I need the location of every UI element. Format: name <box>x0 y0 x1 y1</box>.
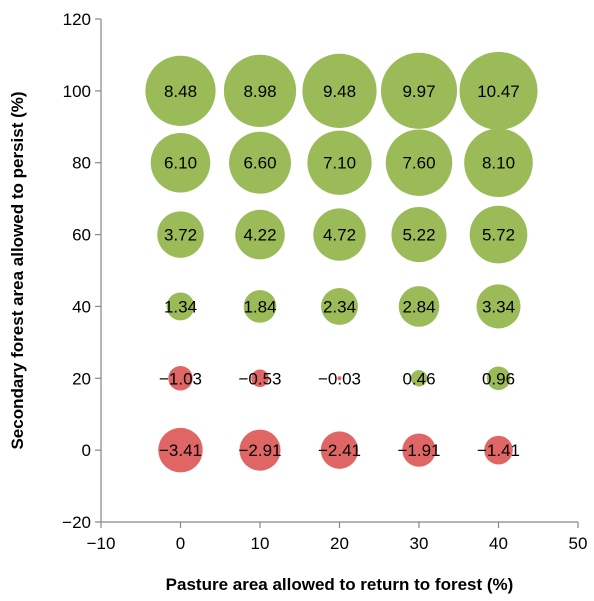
bubble-negative <box>158 427 203 473</box>
bubble-negative <box>168 366 193 391</box>
bubble-positive <box>398 286 440 327</box>
data-label: 10.47 <box>477 82 520 101</box>
x-tick-label: 40 <box>489 534 508 553</box>
bubble-negative <box>337 376 342 381</box>
data-label: 0.96 <box>482 369 515 388</box>
bubble-layer <box>145 51 538 473</box>
data-label: 2.84 <box>402 297 435 316</box>
data-label: 1.34 <box>164 297 197 316</box>
bubble-positive <box>469 205 528 264</box>
data-label: 9.48 <box>323 82 356 101</box>
y-tick-label: 40 <box>72 297 91 316</box>
bubble-positive <box>302 53 377 128</box>
bubble-positive <box>235 209 285 260</box>
bubble-positive <box>229 131 291 194</box>
y-tick-label: 100 <box>63 82 91 101</box>
data-label: 7.60 <box>402 154 435 173</box>
bubble-positive <box>145 55 216 126</box>
bubble-negative <box>251 369 269 388</box>
y-tick-label: 0 <box>82 441 91 460</box>
bubble-positive <box>223 54 297 127</box>
data-label: 5.22 <box>402 226 435 245</box>
data-label: 8.10 <box>482 154 515 173</box>
tick-layer: −20 0 20 40 60 80 100 120 −10 0 10 20 30 40 50 <box>62 10 587 553</box>
y-tick-label: 120 <box>63 10 91 29</box>
x-tick-label: 20 <box>330 534 349 553</box>
data-label: 6.60 <box>243 154 276 173</box>
bubble-negative <box>320 431 359 469</box>
data-label: 9.97 <box>402 82 435 101</box>
x-tick-label: 10 <box>251 534 270 553</box>
x-tick-label: 30 <box>410 534 429 553</box>
data-label: −0.53 <box>238 369 281 388</box>
bubble-positive <box>321 287 358 325</box>
bubble-positive <box>380 52 458 129</box>
bubble-negative <box>239 429 281 471</box>
data-label: −0.03 <box>318 369 361 388</box>
data-label: 2.34 <box>323 297 356 316</box>
bubble-positive <box>464 128 533 198</box>
data-label: 5.72 <box>482 226 515 245</box>
bubble-positive <box>157 211 204 258</box>
data-label: 0.46 <box>402 369 435 388</box>
x-tick-label: 50 <box>569 534 588 553</box>
data-label: 4.72 <box>323 226 356 245</box>
bubble-positive <box>307 130 372 195</box>
x-axis-title: Pasture area allowed to return to forest… <box>166 575 514 594</box>
data-label: −3.41 <box>159 441 202 460</box>
data-label: −1.03 <box>159 369 202 388</box>
data-label: −2.91 <box>238 441 281 460</box>
data-label-layer: −3.41 −2.91 −2.41 −1.91 −1.41 −1.03 −0.53 −0.03… <box>159 82 520 460</box>
bubble-positive <box>459 51 538 130</box>
bubble-positive <box>486 366 511 391</box>
bubble-positive <box>166 292 195 321</box>
y-tick-label: 60 <box>72 226 91 245</box>
bubble-positive <box>243 290 277 323</box>
y-tick-label: −20 <box>62 513 91 532</box>
bubble-positive <box>410 370 428 387</box>
data-label: 3.34 <box>482 297 515 316</box>
bubble-positive <box>476 284 521 329</box>
data-label: −1.91 <box>397 441 440 460</box>
data-label: 1.84 <box>243 297 276 316</box>
x-tick-label: −10 <box>87 534 116 553</box>
bubble-positive <box>313 208 366 261</box>
y-tick-label: 20 <box>72 369 91 388</box>
data-label: 6.10 <box>164 154 197 173</box>
y-tick-label: 80 <box>72 154 91 173</box>
bubble-negative <box>402 433 436 467</box>
data-label: 3.72 <box>164 226 197 245</box>
y-axis-title: Secondary forest area allowed to persist… <box>8 91 27 449</box>
bubble-positive <box>391 207 447 263</box>
bubble-negative <box>484 435 513 465</box>
data-label: 8.98 <box>243 82 276 101</box>
data-label: 7.10 <box>323 154 356 173</box>
data-label: −2.41 <box>318 441 361 460</box>
bubble-positive <box>385 129 453 196</box>
x-tick-label: 0 <box>176 534 185 553</box>
data-label: 8.48 <box>164 82 197 101</box>
data-label: 4.22 <box>243 226 276 245</box>
data-label: −1.41 <box>477 441 520 460</box>
bubble-positive <box>150 132 211 193</box>
